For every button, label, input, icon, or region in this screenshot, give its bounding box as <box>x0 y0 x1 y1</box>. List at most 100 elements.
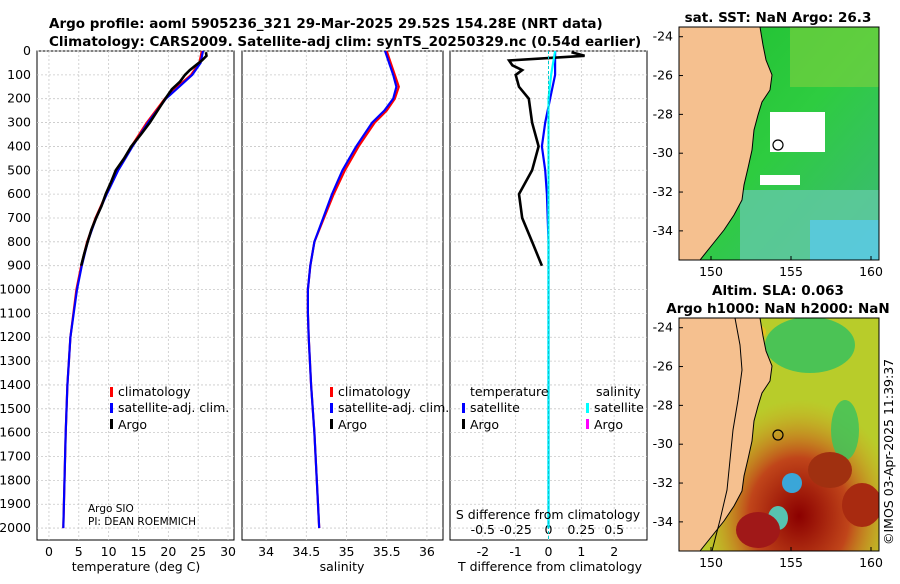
x-tick-label: 10 <box>101 544 117 559</box>
legend-argo-swatch <box>330 419 333 429</box>
legend-temp-satellite-label: satellite <box>470 400 520 415</box>
map-x-tick-label: 155 <box>779 555 803 570</box>
legend-sal-argo-swatch <box>586 419 589 429</box>
x-tick-label: 15 <box>131 544 147 559</box>
map-x-tick-label: 150 <box>699 264 723 279</box>
x-tick-label: 36 <box>419 544 435 559</box>
sla-coastline <box>699 318 773 551</box>
difference-panel: -2 -1 0 1 2 -0.5 -0.25 0 0.25 0.5 T difference f… <box>449 50 648 574</box>
map-y-tick-label: -28 <box>653 106 673 121</box>
argo-sio-annotation: Argo SIO <box>88 503 134 515</box>
x-tick-label: -2 <box>477 544 489 559</box>
figure-title-line2: Climatology: CARS2009. Satellite-adj cli… <box>49 34 641 50</box>
depth-tick-label: 1100 <box>0 305 31 320</box>
series-line-satellite-adj-clim- <box>306 50 398 529</box>
legend-satellite-adj-swatch <box>110 403 113 413</box>
s-tick-label: -0.5 <box>471 522 495 537</box>
sla-argo-marker <box>772 429 784 441</box>
depth-tick-label: 700 <box>7 210 31 225</box>
x-tick-label: 34.5 <box>292 544 320 559</box>
x-tick-label: 25 <box>190 544 206 559</box>
sst-warm-patch <box>790 27 879 87</box>
legend-satellite-adj-label: satellite-adj. clim. <box>118 400 229 415</box>
depth-tick-label: 500 <box>7 162 31 177</box>
x-tick-label: 1 <box>577 544 585 559</box>
depth-tick-label: 1300 <box>0 353 31 368</box>
legend-satellite-adj-swatch <box>330 403 333 413</box>
depth-tick-label: 900 <box>7 258 31 273</box>
depth-tick-label: 1700 <box>0 449 31 464</box>
sla-map-title-2: Argo h1000: NaN h2000: NaN <box>666 301 889 317</box>
depth-tick-label: 1200 <box>0 329 31 344</box>
x-tick-label: 35.5 <box>373 544 401 559</box>
map-y-tick-label: -32 <box>653 475 673 490</box>
series-line-temperature-argo <box>506 50 585 267</box>
imos-footer: ©IMOS 03-Apr-2025 11:39:37 <box>881 359 896 545</box>
legend-climatology-swatch <box>330 387 333 397</box>
map-x-tick-label: 160 <box>859 264 883 279</box>
sla-red-eddy-3 <box>842 483 879 527</box>
x-tick-label: 20 <box>160 544 176 559</box>
x-tick-label: 34 <box>258 544 274 559</box>
legend-argo-label: Argo <box>118 417 147 432</box>
sst-cloud-gap-2 <box>760 175 800 185</box>
depth-tick-label: 400 <box>7 138 31 153</box>
legend-climatology-swatch <box>110 387 113 397</box>
s-tick-label: 0.25 <box>567 522 595 537</box>
map-y-tick-label: -28 <box>653 397 673 412</box>
legend-climatology-label: climatology <box>118 384 191 399</box>
map-y-tick-label: -34 <box>653 514 673 529</box>
series-line-climatology <box>306 50 400 529</box>
depth-tick-label: 600 <box>7 186 31 201</box>
depth-tick-label: 0 <box>23 43 31 58</box>
legend-climatology-label: climatology <box>338 384 411 399</box>
legend-argo-label: Argo <box>338 417 367 432</box>
x-tick-label: 5 <box>75 544 83 559</box>
sla-green-eddy-2 <box>831 400 859 460</box>
depth-tick-label: 1500 <box>0 401 31 416</box>
temperature-legend: climatology satellite-adj. clim. Argo <box>110 384 229 432</box>
temperature-xlabel: temperature (deg C) <box>72 559 201 574</box>
legend-temp-argo-swatch <box>462 419 465 429</box>
sla-contour <box>711 318 743 551</box>
map-y-tick-label: -32 <box>653 184 673 199</box>
series-line-argo <box>79 51 208 267</box>
sst-map-title: sat. SST: NaN Argo: 26.3 <box>685 10 872 26</box>
difference-legend: temperature satellite Argo salinity sate… <box>462 384 644 432</box>
salinity-xlabel: salinity <box>320 559 365 574</box>
depth-tick-label: 1400 <box>0 377 31 392</box>
map-x-tick-label: 155 <box>779 264 803 279</box>
pi-annotation: PI: DEAN ROEMMICH <box>88 516 196 528</box>
map-y-tick-label: -34 <box>653 223 673 238</box>
legend-temperature-heading: temperature <box>470 384 549 399</box>
legend-argo-swatch <box>110 419 113 429</box>
x-tick-label: -1 <box>509 544 521 559</box>
sst-land <box>679 27 772 260</box>
difference-xlabel: T difference from climatology <box>457 559 643 574</box>
s-tick-label: 0.5 <box>604 522 624 537</box>
map-x-tick-label: 160 <box>859 555 883 570</box>
map-y-tick-label: -26 <box>653 359 673 374</box>
legend-salinity-heading: salinity <box>596 384 641 399</box>
legend-satellite-adj-label: satellite-adj. clim. <box>338 400 449 415</box>
map-x-tick-label: 150 <box>699 555 723 570</box>
sst-argo-marker <box>772 139 784 151</box>
depth-tick-label: 1900 <box>0 496 31 511</box>
sla-red-eddy-2 <box>736 512 780 548</box>
figure-title-line1: Argo profile: aoml 5905236_321 29-Mar-20… <box>49 16 603 32</box>
sla-blue-eddy <box>782 473 802 493</box>
x-tick-label: 30 <box>220 544 236 559</box>
depth-tick-label: 100 <box>7 67 31 82</box>
legend-sal-satellite-label: satellite <box>594 400 644 415</box>
map-y-tick-label: -30 <box>653 436 673 451</box>
sst-cloud-gap <box>770 112 825 152</box>
sla-map-title-1: Altim. SLA: 0.063 <box>712 283 844 299</box>
x-tick-label: 0 <box>45 544 53 559</box>
sla-land <box>679 318 772 551</box>
s-difference-label: S difference from climatology <box>456 507 641 522</box>
map-y-tick-label: -30 <box>653 145 673 160</box>
map-y-tick-label: -26 <box>653 68 673 83</box>
s-tick-label: -0.25 <box>499 522 531 537</box>
depth-tick-label: 1600 <box>0 425 31 440</box>
